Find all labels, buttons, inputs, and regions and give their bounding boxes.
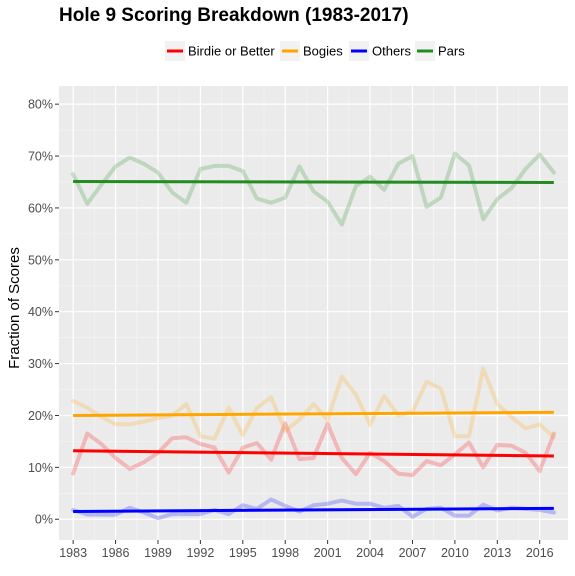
x-tick-label: 2013 [483,546,511,560]
legend-item-bogies: Bogies [280,41,343,61]
trend-layer [73,179,554,513]
trend-line-bogies [73,410,554,417]
legend-label: Others [372,44,412,59]
grid [59,86,568,540]
y-tick-label: 40% [28,305,53,319]
legend-item-birdie-or-better: Birdie or Better [165,41,275,61]
x-tick-label: 2010 [441,546,469,560]
trend-line-others [73,506,554,513]
y-tick-label: 0% [35,513,53,527]
x-tick-label: 2004 [356,546,384,560]
x-tick-label: 1986 [102,546,130,560]
x-tick-label: 1983 [59,546,87,560]
y-tick-label: 60% [28,201,53,215]
y-axis-title: Fraction of Scores [6,247,23,369]
x-tick-label: 2001 [314,546,342,560]
trend-line-pars [73,179,554,185]
legend-item-others: Others [349,41,412,61]
x-tick-label: 2016 [526,546,554,560]
y-tick-label: 20% [28,409,53,423]
x-tick-label: 1998 [271,546,299,560]
plot-panel [59,86,568,540]
x-tick-label: 1989 [144,546,172,560]
axes: 0% 10% 20% 30% 40% 50% 60% 70% 80% 1983 1986 1989 19… [28,98,554,560]
legend-label: Birdie or Better [188,44,275,59]
y-tick-label: 50% [28,253,53,267]
y-tick-label: 30% [28,357,53,371]
series-line-others [71,497,556,521]
series-line-birdie-or-better [71,421,556,478]
trend-line-birdie-or-better [73,449,554,458]
x-tick-label: 2007 [399,546,427,560]
y-tick-label: 10% [28,461,53,475]
legend-item-pars: Pars [415,41,465,61]
y-tick-label: 70% [28,150,53,164]
legend: Birdie or Better Bogies Others Pars [165,41,465,61]
y-tick-label: 80% [28,98,53,112]
legend-label: Pars [438,44,465,59]
chart-title: Hole 9 Scoring Breakdown (1983-2017) [59,5,409,26]
x-tick-label: 1992 [186,546,214,560]
x-tick-label: 1995 [229,546,257,560]
legend-label: Bogies [303,44,343,59]
